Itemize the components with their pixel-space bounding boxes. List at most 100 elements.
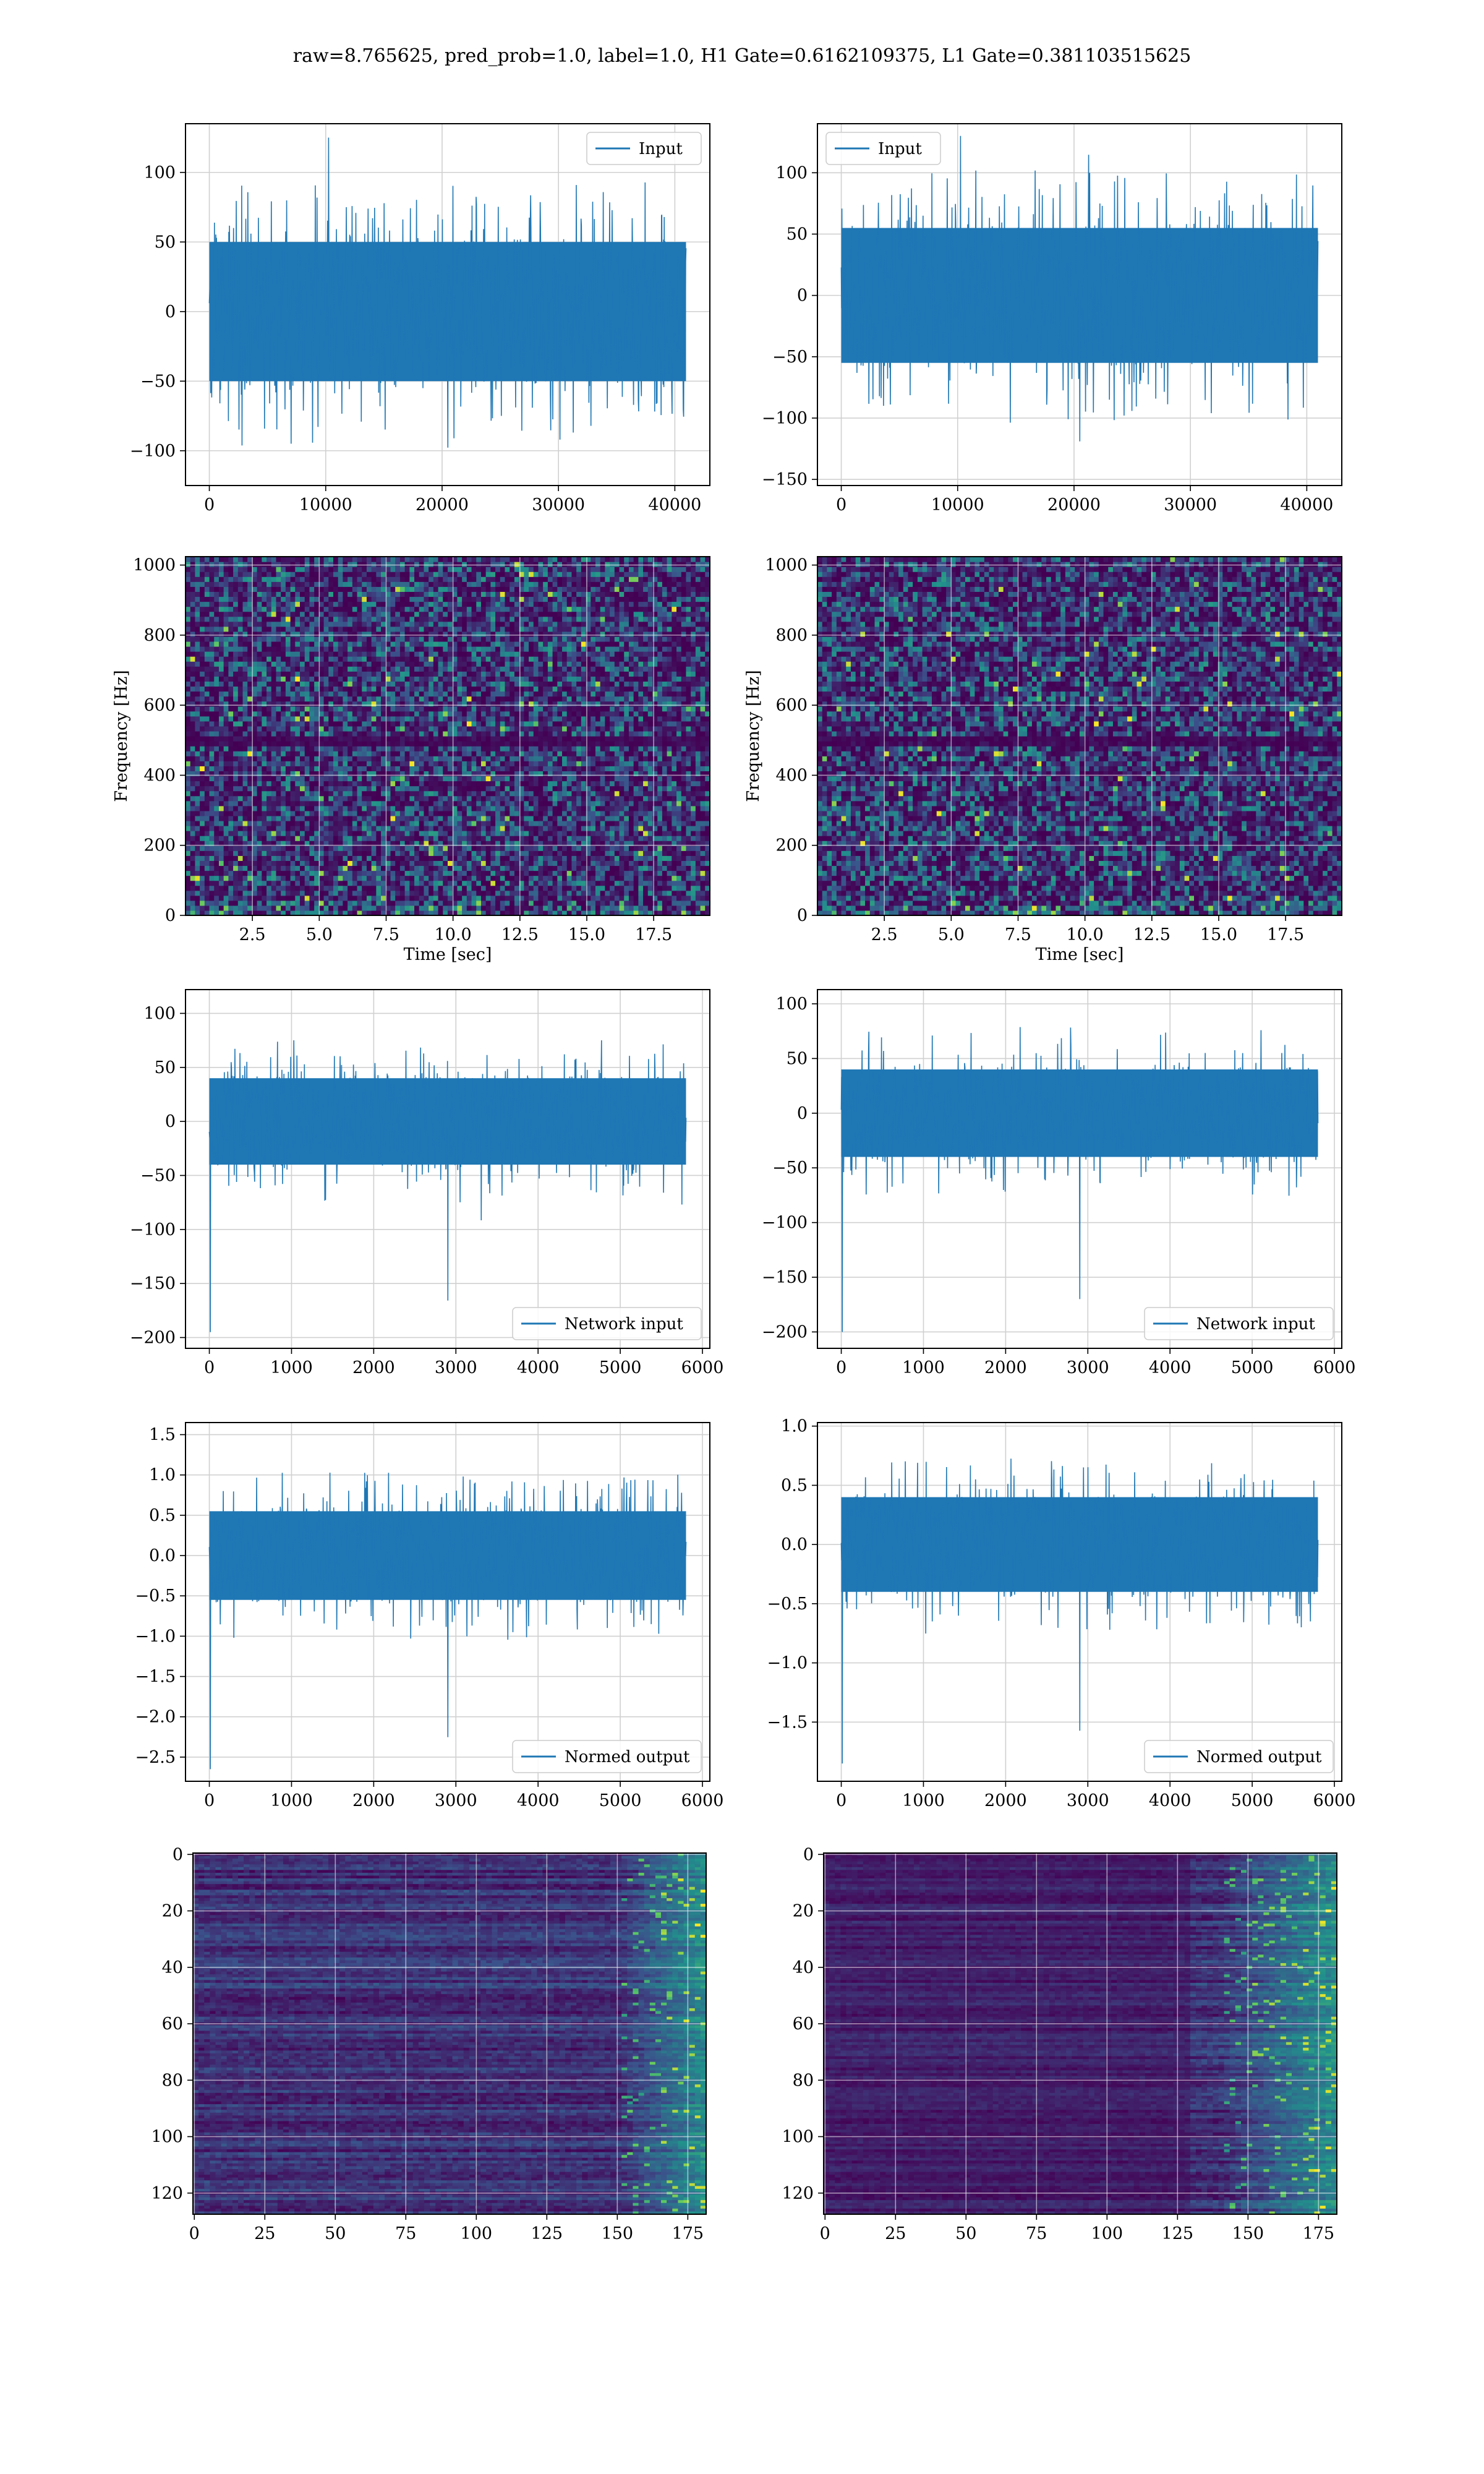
y-tick-label: −100 [762, 1213, 808, 1233]
y-tick-label: 50 [787, 1049, 808, 1068]
y-tick-label: 200 [143, 836, 176, 855]
panel-feat-h1: 0 25 50 75 100 125 150 175 0 20 40 60 80 100 120 [151, 1845, 707, 2243]
y-tick-label: −50 [140, 1166, 176, 1185]
y-tick-label: 400 [143, 766, 176, 785]
legend: Input [586, 132, 702, 165]
y-tick-label: 50 [155, 233, 176, 252]
series-line [208, 1040, 687, 1332]
series-layer [840, 1027, 1319, 1332]
y-tick-label: 1000 [133, 556, 176, 575]
x-tick-label: 125 [531, 2224, 563, 2243]
y-tick-label: 400 [775, 766, 808, 785]
x-tick-label: 15.0 [1200, 925, 1237, 944]
spectrogram-image [186, 557, 710, 915]
y-tick-label: 40 [793, 1958, 814, 1977]
panel-feat-l1: 0 25 50 75 100 125 150 175 0 20 40 60 80 100 120 [782, 1845, 1337, 2243]
plot-area [186, 557, 710, 915]
x-tick-label: 175 [672, 2224, 704, 2243]
axes-frame [817, 556, 1342, 916]
series-line [840, 135, 1319, 442]
y-tick-label: 50 [787, 225, 808, 244]
plot-area [824, 1853, 1337, 2214]
panel-input-h1: 0 10000 20000 30000 40000 −100 −50 0 50 100 Input [130, 123, 710, 515]
y-tick-label: 100 [143, 163, 176, 182]
x-tick-label: 6000 [1313, 1791, 1356, 1810]
legend-label: Normed output [1196, 1748, 1322, 1766]
x-tick-label: 0 [836, 1791, 846, 1810]
x-tick-label: 0 [836, 1358, 846, 1377]
x-tick-label: 1000 [270, 1358, 313, 1377]
x-tick-label: 40000 [1280, 495, 1333, 515]
y-tick-label: −1.5 [767, 1713, 808, 1732]
x-tick-label: 4000 [517, 1791, 560, 1810]
axes-frame [817, 989, 1342, 1349]
x-tick-label: 12.5 [1133, 925, 1171, 944]
x-tick-label: 5.0 [306, 925, 333, 944]
y-tick-label: 80 [162, 2071, 183, 2090]
panel-spec-l1: 2.5 5.0 7.5 10.0 12.5 15.0 17.5 0 200 400 600 800 10… [744, 556, 1342, 964]
x-tick-label: 20000 [1047, 495, 1101, 515]
plot-area [193, 1853, 706, 2214]
x-tick-label: 0 [189, 2224, 200, 2243]
legend: Network input [1144, 1307, 1334, 1340]
x-tick-label: 175 [1303, 2224, 1335, 2243]
y-tick-label: 1000 [765, 556, 808, 575]
x-tick-label: 20000 [416, 495, 469, 515]
y-tick-label: −0.5 [767, 1594, 808, 1614]
x-tick-label: 4000 [517, 1358, 560, 1377]
y-tick-label: 800 [143, 626, 176, 645]
legend: Normed output [1144, 1740, 1334, 1773]
legend-label: Input [639, 140, 683, 158]
series-line [208, 137, 687, 448]
y-tick-label: 20 [793, 1902, 814, 1921]
legend-label: Normed output [565, 1748, 690, 1766]
x-axis-label: Time [sec] [404, 945, 492, 964]
y-tick-label: −2.5 [135, 1748, 176, 1767]
y-tick-label: 1.0 [781, 1417, 808, 1436]
series-layer [208, 1472, 687, 1770]
x-tick-label: 40000 [648, 495, 701, 515]
x-tick-label: 150 [1232, 2224, 1264, 2243]
series-layer [208, 1040, 687, 1332]
x-tick-label: 1000 [270, 1791, 313, 1810]
x-tick-label: 5000 [599, 1358, 642, 1377]
axes-frame [185, 1422, 710, 1782]
x-tick-label: 50 [325, 2224, 346, 2243]
y-tick-label: −1.0 [135, 1627, 176, 1646]
y-tick-label: 1.0 [149, 1466, 176, 1485]
y-tick-label: 600 [143, 696, 176, 715]
x-tick-label: 6000 [681, 1791, 724, 1810]
y-tick-label: 100 [782, 2128, 814, 2147]
y-tick-label: 0.5 [149, 1506, 176, 1525]
spectrogram-image [817, 557, 1342, 915]
x-tick-label: 5000 [1231, 1358, 1274, 1377]
x-tick-label: 0 [204, 1791, 215, 1810]
x-tick-label: 2000 [352, 1791, 395, 1810]
x-tick-label: 5000 [1231, 1791, 1274, 1810]
y-tick-label: 100 [775, 163, 808, 182]
legend-label: Input [878, 140, 922, 158]
y-tick-label: −200 [130, 1329, 176, 1348]
x-tick-label: 5000 [599, 1791, 642, 1810]
x-tick-label: 150 [602, 2224, 634, 2243]
y-tick-label: 0.0 [781, 1535, 808, 1554]
series-line [840, 1458, 1319, 1764]
y-tick-label: 60 [793, 2014, 814, 2034]
y-tick-label: 120 [151, 2184, 183, 2203]
y-tick-label: −50 [772, 348, 808, 367]
panel-netin-l1: 0 1000 2000 3000 4000 5000 6000−200−150−100−50… [762, 989, 1355, 1377]
x-tick-label: 30000 [532, 495, 585, 515]
x-tick-label: 25 [885, 2224, 906, 2243]
series-line [208, 1472, 687, 1770]
y-tick-label: −100 [130, 442, 176, 461]
plot-area [817, 557, 1342, 915]
y-tick-label: 1.5 [149, 1426, 176, 1445]
x-tick-label: 5.0 [938, 925, 965, 944]
axes-frame [817, 1422, 1342, 1782]
panel-input-l1: 0 10000 20000 30000 40000 −150 −100 −50 0 50 100 In… [762, 123, 1342, 515]
y-tick-label: 0 [803, 1845, 814, 1864]
y-tick-label: 0 [165, 906, 176, 925]
feature-map-image [193, 1853, 706, 2214]
x-tick-label: 7.5 [373, 925, 399, 944]
y-tick-label: 0 [797, 1104, 808, 1123]
